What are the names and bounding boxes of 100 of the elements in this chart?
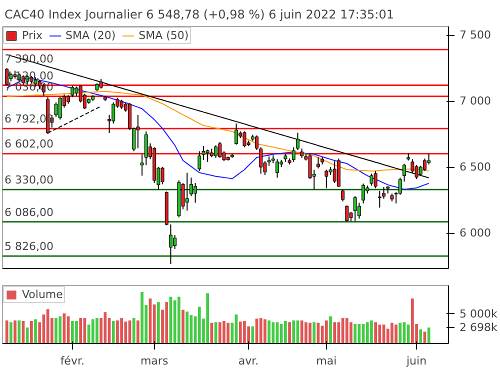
bar: [406, 324, 410, 344]
x-tick-label: mars: [140, 354, 168, 368]
bar: [116, 320, 119, 344]
bar: [186, 312, 189, 344]
candlestick: [316, 156, 320, 169]
ref-line-label: 5 826,00: [4, 240, 54, 254]
candlestick: [198, 150, 202, 172]
bar: [378, 324, 382, 344]
bar: [394, 324, 398, 344]
candlestick: [362, 183, 366, 204]
y-tick-label: 6 500: [460, 160, 491, 174]
candlestick: [218, 142, 222, 158]
y-tick-label: 6 000: [460, 226, 491, 240]
bar: [308, 322, 312, 344]
bar: [272, 322, 275, 344]
bar: [70, 321, 74, 344]
bar: [284, 321, 287, 344]
legend-label: Volume: [22, 288, 63, 301]
bar: [182, 310, 184, 344]
candlestick: [206, 149, 210, 162]
candlestick: [296, 132, 300, 150]
candlestick: [300, 148, 304, 158]
candlestick: [168, 224, 172, 265]
bar: [333, 322, 336, 344]
bar: [288, 322, 291, 344]
ref-line-label: 6 086,00: [4, 206, 54, 219]
bar: [312, 322, 316, 344]
bar: [324, 320, 328, 344]
bar: [124, 322, 128, 344]
candlestick: [58, 96, 62, 120]
bar: [238, 322, 242, 344]
x-tick-label: févr.: [60, 354, 84, 368]
candlestick: [276, 158, 279, 178]
candlestick: [120, 99, 124, 110]
ref-line-label: 6 602,00: [4, 138, 54, 151]
legend-label: Prix: [22, 29, 43, 42]
legend-label: SMA (50): [138, 29, 189, 42]
candlestick: [324, 169, 328, 189]
bar: [10, 322, 12, 344]
candlestick: [144, 130, 148, 166]
candlestick: [374, 170, 378, 189]
bar: [91, 319, 94, 344]
bar: [54, 318, 58, 344]
candlestick: [370, 173, 374, 186]
candlestick: [189, 177, 193, 197]
bar: [398, 322, 402, 344]
bar: [96, 318, 98, 344]
bar: [173, 300, 176, 344]
bar: [300, 320, 304, 344]
bar: [354, 324, 357, 344]
bar: [345, 318, 348, 344]
bar: [268, 320, 270, 344]
bar: [157, 302, 160, 344]
bar: [411, 298, 414, 344]
bar: [177, 296, 180, 344]
candlestick: [410, 158, 414, 174]
y-tick-label: 2 698k: [460, 321, 498, 334]
bar: [226, 322, 230, 344]
bar: [206, 293, 210, 344]
x-tick-label: juin: [406, 354, 427, 368]
ref-line-label: 6 330,00: [4, 174, 54, 187]
x-tick-label: avr.: [238, 354, 259, 368]
bar: [165, 302, 168, 344]
candlestick: [185, 172, 189, 212]
y-tick-label: 5 000k: [460, 307, 498, 320]
bar: [140, 292, 144, 344]
candlestick: [214, 144, 218, 158]
candlestick: [341, 189, 345, 202]
bar: [30, 321, 33, 344]
chart-title: CAC40 Index Journalier 6 548,78 (+0,98 %) 6 juin 2022 17:35:01: [4, 8, 394, 22]
bar: [366, 322, 369, 344]
bar: [390, 322, 394, 344]
candlestick: [332, 160, 336, 184]
bar: [132, 318, 136, 344]
candlestick: [242, 130, 246, 148]
bar: [251, 326, 254, 344]
bar: [136, 320, 140, 344]
candlestick: [378, 190, 382, 208]
candlestick: [398, 177, 402, 196]
bar: [112, 321, 115, 344]
candlestick: [423, 158, 426, 172]
bar: [14, 320, 16, 344]
bar: [374, 322, 378, 344]
bar: [5, 320, 8, 344]
candlestick: [234, 123, 238, 146]
bar: [350, 322, 352, 344]
bar: [329, 316, 332, 344]
bar: [264, 319, 266, 344]
bar: [34, 319, 37, 344]
bar: [370, 320, 373, 344]
bar: [75, 321, 78, 344]
y-tick-label: 7 000: [460, 94, 491, 108]
candlestick: [173, 234, 177, 250]
candlestick: [70, 85, 74, 98]
candlestick: [194, 182, 198, 204]
candlestick: [54, 102, 58, 118]
candlestick: [99, 78, 103, 90]
candlestick: [382, 186, 386, 200]
candlestick: [267, 156, 271, 166]
bar: [427, 328, 430, 344]
